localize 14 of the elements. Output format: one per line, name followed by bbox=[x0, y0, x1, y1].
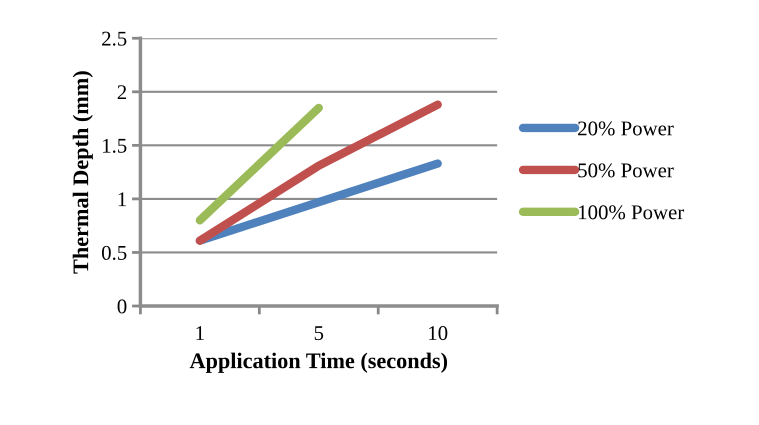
y-tick-label: 0 bbox=[118, 299, 126, 314]
legend-label: 100% Power bbox=[579, 205, 684, 220]
y-tick-label: 2.5 bbox=[102, 32, 126, 46]
legend-label: 50% Power bbox=[578, 163, 674, 178]
y-tick-label: 2 bbox=[118, 85, 126, 100]
y-tick-label: 1 bbox=[118, 192, 126, 206]
y-axis-title: Thermal Depth (mm) bbox=[72, 71, 93, 274]
legend-label: 20% Power bbox=[578, 121, 674, 136]
x-tick-label: 10 bbox=[429, 326, 448, 340]
x-tick-label: 5 bbox=[314, 326, 324, 340]
y-tick-label: 0.5 bbox=[102, 246, 126, 260]
x-axis-title: Application Time (seconds) bbox=[190, 352, 448, 373]
x-tick-label: 1 bbox=[196, 326, 204, 340]
y-tick-label: 1.5 bbox=[103, 138, 126, 153]
